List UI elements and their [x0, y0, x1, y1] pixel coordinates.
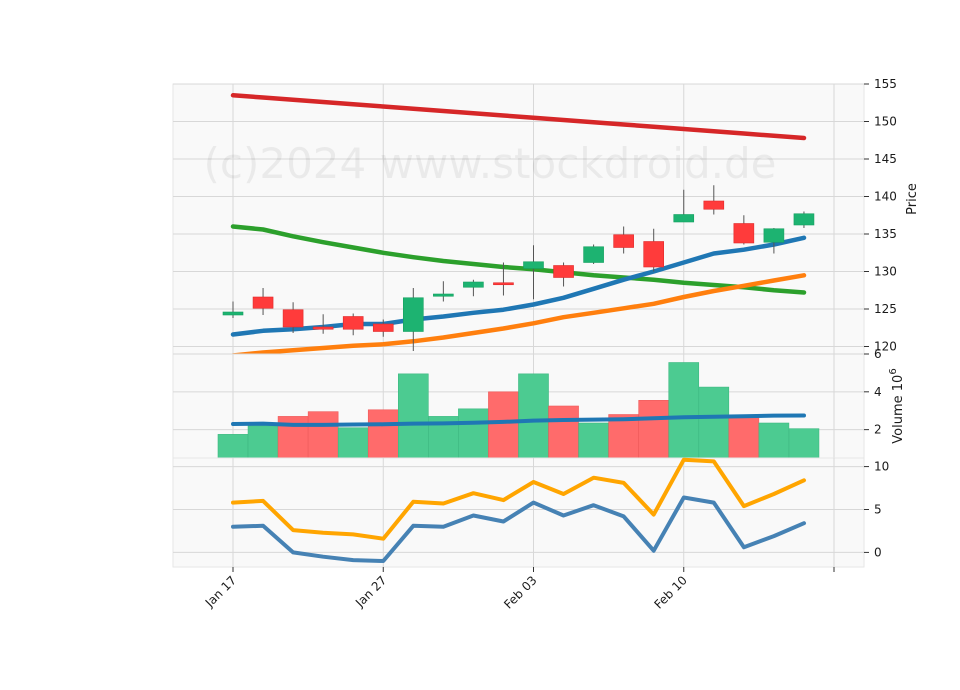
- price-moving-average-line-1: [230, 93, 807, 141]
- volume-bar: [578, 422, 609, 459]
- price-moving-average-line-4: [230, 273, 807, 358]
- volume-bar: [728, 416, 760, 459]
- volume-bar: [397, 373, 429, 459]
- volume-bar: [698, 386, 730, 459]
- candle-body: [402, 297, 424, 332]
- candle-body: [763, 228, 785, 243]
- price-panel: 120 125 130 135 140 145 150 155 Price: [172, 77, 920, 358]
- volume-bar: [668, 362, 700, 459]
- volume-tick-label: 4: [874, 385, 882, 399]
- price-tick-label: 120: [874, 340, 897, 354]
- price-moving-average-line-2: [230, 224, 807, 295]
- volume-bar: [217, 434, 249, 459]
- candle-body: [583, 246, 604, 263]
- volume-bar: [788, 428, 820, 459]
- candle-body: [733, 223, 755, 244]
- volume-bar: [638, 400, 670, 459]
- price-background: [172, 83, 865, 355]
- volume-bar: [608, 414, 639, 459]
- volume-bar: [367, 409, 399, 459]
- indicator-line-1: [231, 457, 806, 541]
- candle-body: [643, 241, 665, 268]
- x-tick-label: Feb 03: [501, 573, 539, 611]
- candle-body: [252, 296, 274, 309]
- price-tick-label: 145: [874, 152, 897, 166]
- price-tick-label: 135: [874, 227, 897, 241]
- candle-body: [342, 316, 364, 330]
- price-moving-average-line-3: [230, 235, 807, 337]
- volume-bar: [758, 422, 790, 459]
- candle-body: [282, 309, 304, 328]
- indicator-panel: 0 5 10: [172, 457, 889, 568]
- candle-body: [312, 326, 334, 330]
- x-tick-label: Jan 17: [202, 573, 239, 610]
- candle-body: [463, 281, 484, 288]
- price-tick-label: 130: [874, 265, 897, 279]
- candle-body: [222, 311, 244, 316]
- candle-body: [523, 261, 544, 269]
- volume-average-line: [231, 413, 806, 427]
- volume-bar: [337, 427, 369, 459]
- watermark: (c)2024 www.stockdroid.de: [204, 139, 777, 188]
- volume-bar: [548, 405, 579, 459]
- price-tick-label: 155: [874, 77, 897, 91]
- volume-axis-label: Volume 106: [888, 368, 906, 443]
- x-tick-label: Feb 10: [651, 573, 689, 611]
- candle-body: [613, 234, 634, 248]
- x-tick-label: Jan 27: [352, 573, 389, 610]
- volume-tick-label: 2: [874, 423, 882, 437]
- indicator-tick-label: 5: [874, 502, 882, 516]
- volume-bar: [488, 391, 519, 459]
- indicator-line-2: [231, 495, 806, 563]
- volume-bar: [247, 425, 279, 459]
- x-axis: Jan 17 Jan 27 Feb 03 Feb 10: [202, 567, 835, 612]
- candle-body: [493, 282, 514, 286]
- volume-bar: [518, 373, 549, 459]
- indicator-tick-label: 10: [874, 460, 889, 474]
- price-tick-label: 125: [874, 302, 897, 316]
- volume-bar: [307, 411, 339, 459]
- price-tick-label: 150: [874, 115, 897, 129]
- candle-body: [793, 213, 815, 226]
- candle-body: [433, 293, 454, 297]
- candle-body: [673, 214, 695, 223]
- candle-body: [703, 200, 725, 210]
- volume-tick-label: 6: [874, 347, 882, 361]
- price-axis-label: Price: [905, 183, 920, 215]
- price-tick-label: 140: [874, 190, 897, 204]
- volume-axis-exponent: 6: [888, 368, 899, 374]
- candle-body: [372, 323, 394, 332]
- volume-bar: [458, 408, 489, 459]
- candle-body: [553, 265, 574, 278]
- indicator-tick-label: 0: [874, 545, 882, 559]
